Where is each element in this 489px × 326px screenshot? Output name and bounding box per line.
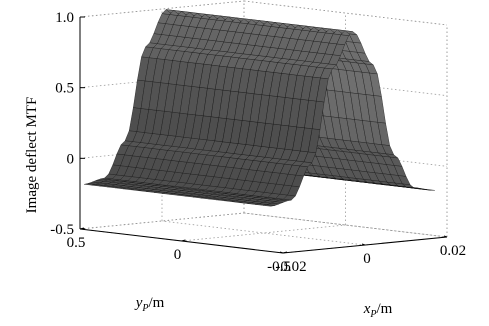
y-axis-var: y <box>134 295 143 311</box>
tick-labels: -0.500.51.00.50-0.5-0.02 0 0.02 <box>50 10 466 275</box>
z-tick-label: -0.5 <box>50 222 74 238</box>
y-axis-sub: P <box>141 303 148 314</box>
back-top-edge-right <box>243 0 448 26</box>
y-axis-unit: /m <box>148 295 164 311</box>
x-tick-label: -0.02 <box>275 259 306 275</box>
x-tick-label: 0 <box>363 251 371 267</box>
y-grid-line <box>79 212 245 230</box>
x-tick-label: 0.02 <box>440 243 466 259</box>
y-tick <box>181 239 186 242</box>
x-axis-title: xP/m <box>363 301 393 320</box>
x-axis-sub: P <box>369 309 376 320</box>
z-grid-line <box>243 0 448 26</box>
surface <box>84 9 435 207</box>
z-grid-line <box>79 0 245 18</box>
x-tick <box>443 235 448 238</box>
z-tick-label: 1.0 <box>55 10 74 26</box>
surface-patch <box>422 189 435 191</box>
x-tick <box>279 251 284 254</box>
y-tick-label: 0.5 <box>67 235 86 251</box>
z-tick-label: 0.5 <box>55 81 74 97</box>
z-axis-title: Image deflect MTF <box>24 97 40 214</box>
y-tick <box>282 251 288 254</box>
x-axis-var: x <box>363 301 371 317</box>
y-grid-line <box>181 224 346 242</box>
x-axis-unit: /m <box>376 301 392 317</box>
y-axis-title: yP/m <box>134 295 165 314</box>
x-tick <box>361 243 366 246</box>
x-grid-line <box>161 220 366 246</box>
y-tick-label: 0 <box>174 247 182 263</box>
z-tick-label: 0 <box>67 151 75 167</box>
y-tick <box>79 227 85 230</box>
y-tick-label: -0.5 <box>267 259 291 275</box>
axis-lines <box>79 16 448 254</box>
